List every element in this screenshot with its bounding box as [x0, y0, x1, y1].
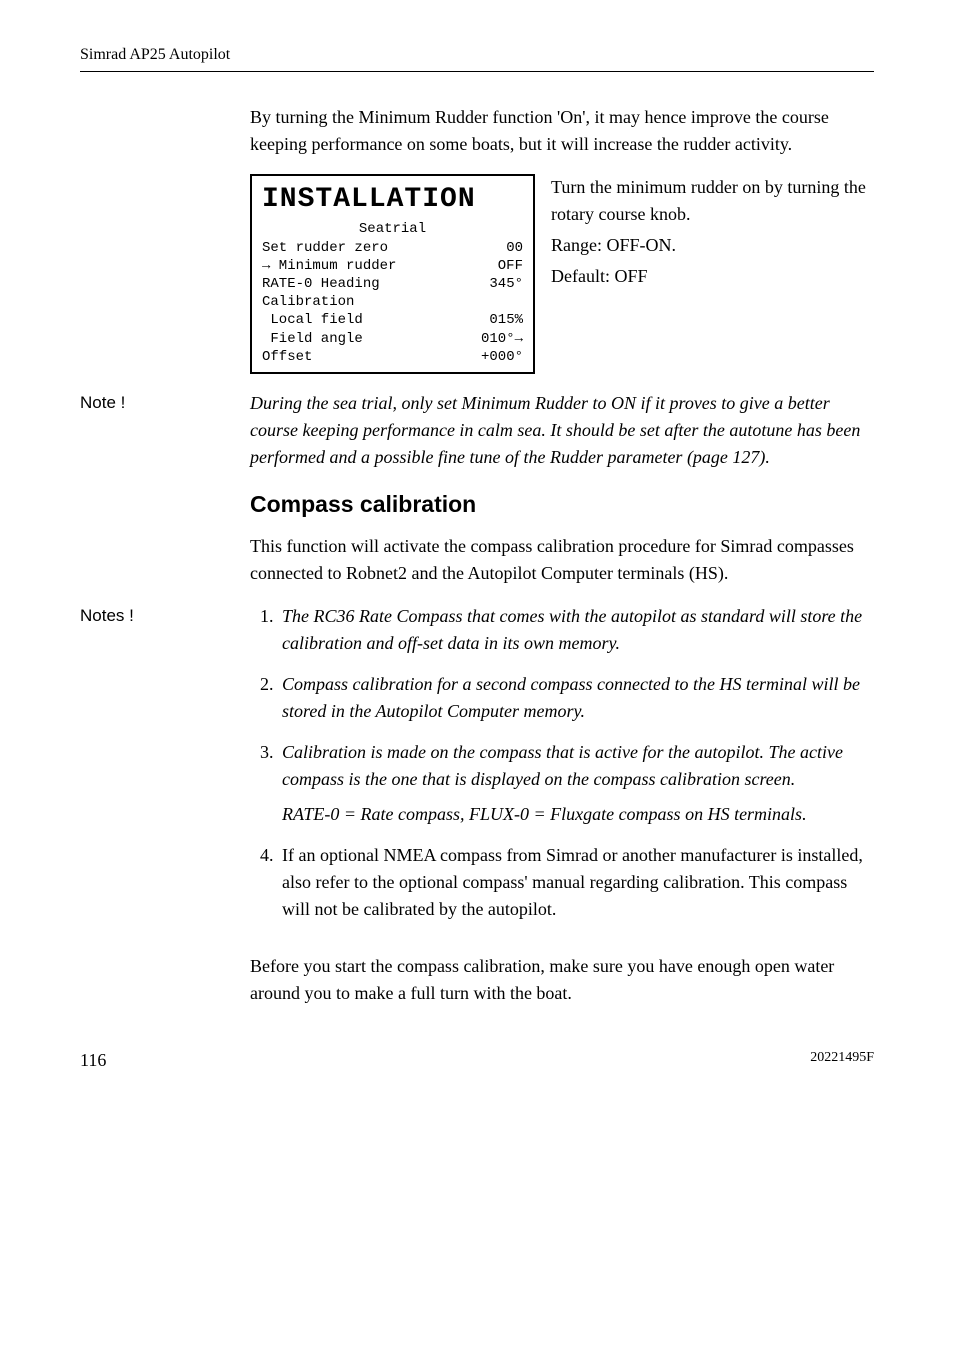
- lcd-display: INSTALLATION Seatrial Set rudder zero 00…: [250, 174, 535, 374]
- list-item: If an optional NMEA compass from Simrad …: [278, 842, 874, 923]
- lcd-field-angle-value: 010°→: [481, 330, 523, 348]
- lcd-offset-label: Offset: [262, 348, 312, 366]
- section-intro: This function will activate the compass …: [250, 533, 874, 587]
- page-number: 116: [80, 1047, 106, 1074]
- lcd-side-description: Turn the minimum rudder on by turning th…: [551, 174, 874, 294]
- list-item-3a-text: Calibration is made on the compass that …: [282, 742, 843, 789]
- lcd-set-rudder-label: Set rudder zero: [262, 239, 388, 257]
- lcd-rate0-value: 345°: [489, 275, 523, 293]
- lcd-offset-value: +000°: [481, 348, 523, 366]
- lcd-local-field-label: Local field: [262, 311, 363, 329]
- lcd-set-rudder-value: 00: [506, 239, 523, 257]
- intro-paragraph: By turning the Minimum Rudder function '…: [250, 104, 874, 158]
- list-item-2-text: Compass calibration for a second compass…: [282, 674, 860, 721]
- list-item-4-text: If an optional NMEA compass from Simrad …: [282, 845, 863, 919]
- lcd-field-angle-label: Field angle: [262, 330, 363, 348]
- lcd-min-rudder-label: → Minimum rudder: [262, 257, 396, 275]
- lcd-rate0-label: RATE-0 Heading: [262, 275, 380, 293]
- lcd-side-p3: Default: OFF: [551, 263, 874, 290]
- list-item: The RC36 Rate Compass that comes with th…: [278, 603, 874, 657]
- notes-label: Notes !: [80, 603, 250, 629]
- lcd-side-p2: Range: OFF-ON.: [551, 232, 874, 259]
- list-item-3b-text: RATE-0 = Rate compass, FLUX-0 = Fluxgate…: [282, 801, 874, 828]
- lcd-local-field-value: 015%: [489, 311, 523, 329]
- lcd-side-p1: Turn the minimum rudder on by turning th…: [551, 174, 874, 228]
- lcd-min-rudder-value: OFF: [498, 257, 523, 275]
- page-header: Simrad AP25 Autopilot: [80, 46, 230, 63]
- closing-paragraph: Before you start the compass calibration…: [250, 953, 874, 1007]
- list-item-1-text: The RC36 Rate Compass that comes with th…: [282, 606, 862, 653]
- doc-number: 20221495F: [810, 1047, 874, 1074]
- lcd-calibration-label: Calibration: [262, 293, 354, 311]
- lcd-subtitle: Seatrial: [262, 220, 523, 238]
- notes-list: The RC36 Rate Compass that comes with th…: [250, 603, 874, 923]
- note-label-1: Note !: [80, 390, 250, 416]
- list-item: Calibration is made on the compass that …: [278, 739, 874, 828]
- lcd-title: INSTALLATION: [262, 182, 523, 218]
- list-item: Compass calibration for a second compass…: [278, 671, 874, 725]
- note-body-1: During the sea trial, only set Minimum R…: [250, 390, 874, 471]
- section-heading-compass: Compass calibration: [250, 487, 874, 522]
